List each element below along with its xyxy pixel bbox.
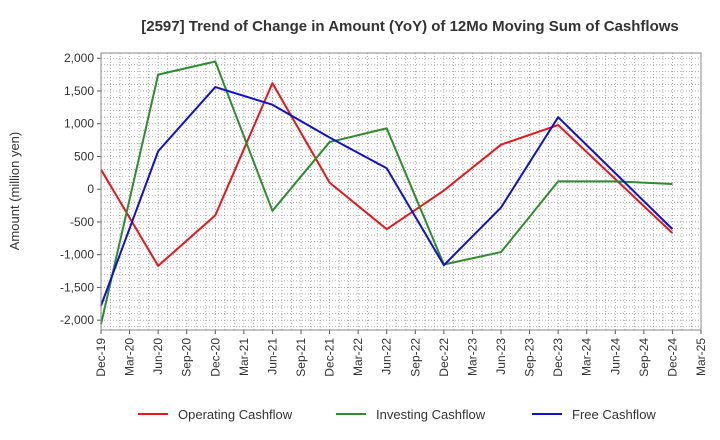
y-tick-label: 0	[87, 182, 94, 196]
investing-cashflow-legend-label: Investing Cashflow	[376, 407, 486, 422]
x-tick-label: Jun-20	[151, 338, 165, 375]
legend: Operating Cashflow Investing Cashflow Free…	[138, 407, 656, 422]
x-tick-label: Sep-23	[523, 338, 537, 377]
plot-frame	[100, 52, 702, 331]
free-cashflow-line	[100, 86, 674, 307]
y-tick-label: 500	[74, 149, 94, 163]
x-tick-label: Mar-23	[465, 338, 479, 376]
x-tick-label: Jun-23	[494, 338, 508, 375]
chart-title: [2597] Trend of Change in Amount (YoY) o…	[141, 18, 679, 35]
y-axis-label: Amount (million yen)	[7, 132, 22, 251]
x-tick-label: Jun-24	[608, 338, 622, 375]
y-axis-ticks: 2,000 1,500 1,000 500 0 -500 -1,000 -1,500 -2,00…	[60, 51, 101, 327]
operating-cashflow-legend-label: Operating Cashflow	[178, 407, 293, 422]
y-tick-label: -1,000	[60, 248, 94, 262]
x-tick-label: Sep-22	[408, 338, 422, 377]
x-tick-label: Dec-23	[551, 338, 565, 377]
y-tick-label: 1,000	[64, 117, 94, 131]
x-axis-ticks: Dec-19 Mar-20 Jun-20 Sep-20 Dec-20 Mar-21 Jun-…	[94, 330, 708, 377]
x-tick-label: Dec-24	[665, 338, 679, 377]
y-tick-label: -500	[70, 215, 94, 229]
x-tick-label: Jun-22	[380, 338, 394, 375]
y-tick-label: -1,500	[60, 280, 94, 294]
x-tick-label: Mar-21	[237, 338, 251, 376]
x-tick-label: Mar-25	[694, 338, 708, 376]
series-layer	[100, 60, 674, 325]
y-tick-label: 1,500	[64, 84, 94, 98]
x-tick-label: Dec-22	[437, 338, 451, 377]
investing-cashflow-line	[100, 60, 673, 325]
x-tick-label: Dec-21	[323, 338, 337, 377]
operating-cashflow-line	[100, 82, 674, 267]
free-cashflow-legend-label: Free Cashflow	[572, 407, 656, 422]
x-tick-label: Mar-22	[351, 338, 365, 376]
x-tick-label: Sep-21	[294, 338, 308, 377]
x-tick-label: Mar-24	[580, 338, 594, 376]
y-tick-label: 2,000	[64, 51, 94, 65]
x-tick-label: Sep-24	[637, 338, 651, 377]
x-tick-label: Jun-21	[265, 338, 279, 375]
x-tick-label: Dec-20	[208, 338, 222, 377]
y-tick-label: -2,000	[60, 313, 94, 327]
x-tick-label: Sep-20	[180, 338, 194, 377]
x-tick-label: Mar-20	[123, 338, 137, 376]
x-tick-label: Dec-19	[94, 338, 108, 377]
